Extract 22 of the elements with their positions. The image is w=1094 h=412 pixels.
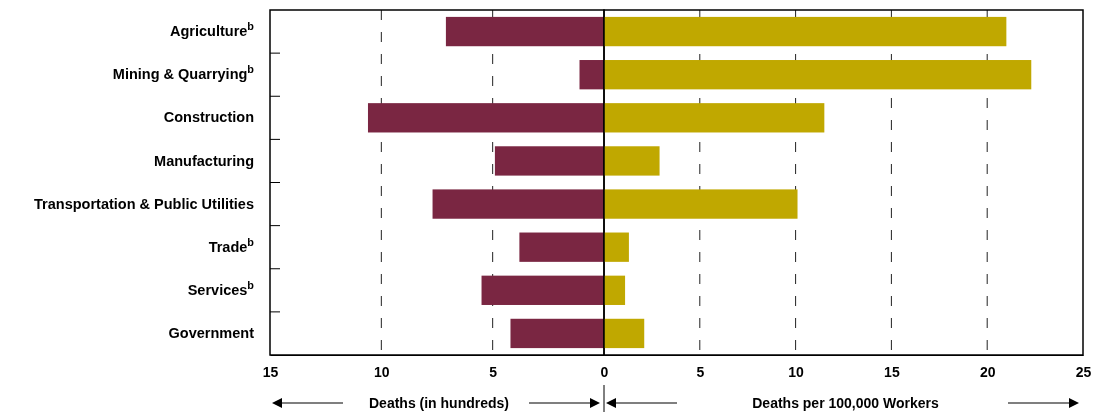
x-axis-title: Deaths (in hundreds) bbox=[368, 394, 510, 411]
y-tick-label: Manufacturing bbox=[154, 152, 254, 169]
x-axis-title: Deaths per 100,000 Workers bbox=[752, 394, 939, 411]
x-tick-label: 25 bbox=[1075, 363, 1092, 380]
y-tick-label: Construction bbox=[163, 109, 254, 126]
bar bbox=[579, 60, 604, 90]
x-tick-label: 15 bbox=[884, 363, 900, 380]
bar bbox=[604, 232, 629, 262]
y-tick-label: Services$^{b}$ bbox=[187, 278, 255, 298]
y-tick-label: Agriculture$^{b}$ bbox=[170, 20, 255, 40]
x-tick-label: 5 bbox=[489, 363, 498, 380]
x-tick-label: 0 bbox=[600, 363, 609, 380]
bar bbox=[604, 275, 626, 305]
y-tick-label: Mining & Quarrying$^{b}$ bbox=[112, 63, 255, 83]
x-tick-label: 5 bbox=[696, 363, 705, 380]
y-tick-label: Government bbox=[168, 325, 255, 342]
y-tick-label: Transportation & Public Utilities bbox=[34, 195, 254, 212]
x-tick-label: 15 bbox=[262, 363, 279, 380]
x-tick-label: 20 bbox=[979, 363, 996, 380]
y-tick-label: Trade$^{b}$ bbox=[208, 235, 255, 255]
x-tick-label: 10 bbox=[788, 363, 805, 380]
x-tick-label: 10 bbox=[374, 363, 390, 380]
